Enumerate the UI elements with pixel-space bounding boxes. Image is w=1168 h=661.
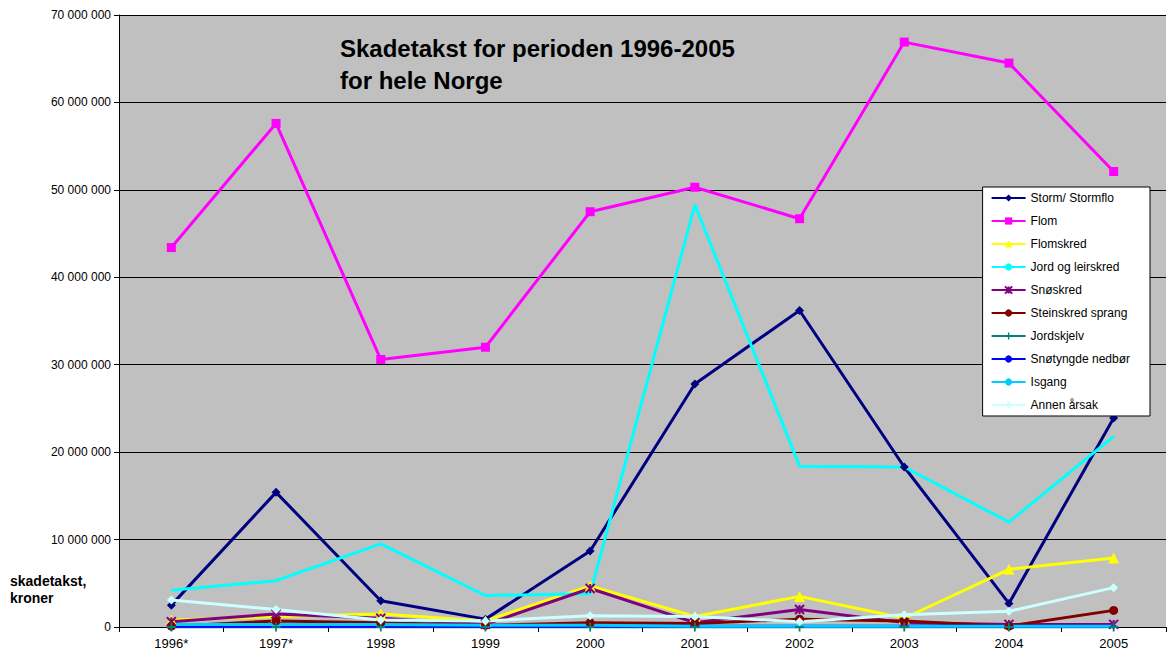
svg-text:50 000 000: 50 000 000 bbox=[51, 183, 111, 197]
svg-text:Flom: Flom bbox=[1031, 214, 1058, 228]
svg-text:1996*: 1996* bbox=[154, 636, 188, 651]
svg-text:10 000 000: 10 000 000 bbox=[51, 533, 111, 547]
svg-text:for hele Norge: for hele Norge bbox=[340, 67, 503, 94]
svg-text:70 000 000: 70 000 000 bbox=[51, 8, 111, 22]
svg-text:2001: 2001 bbox=[680, 636, 709, 651]
svg-text:Isgang: Isgang bbox=[1031, 375, 1067, 389]
svg-text:2000: 2000 bbox=[576, 636, 605, 651]
svg-text:Flomskred: Flomskred bbox=[1031, 237, 1087, 251]
svg-text:Snøskred: Snøskred bbox=[1031, 283, 1082, 297]
svg-text:kroner: kroner bbox=[10, 590, 54, 606]
svg-text:2005: 2005 bbox=[1099, 636, 1128, 651]
svg-text:Snøtyngde nedbør: Snøtyngde nedbør bbox=[1031, 352, 1130, 366]
svg-text:Steinskred sprang: Steinskred sprang bbox=[1031, 306, 1128, 320]
svg-text:2004: 2004 bbox=[994, 636, 1023, 651]
svg-text:20 000 000: 20 000 000 bbox=[51, 445, 111, 459]
svg-text:1997*: 1997* bbox=[259, 636, 293, 651]
svg-text:skadetakst,: skadetakst, bbox=[10, 573, 86, 589]
svg-text:Storm/ Stormflo: Storm/ Stormflo bbox=[1031, 191, 1115, 205]
svg-text:2003: 2003 bbox=[890, 636, 919, 651]
svg-text:Annen årsak: Annen årsak bbox=[1031, 398, 1099, 412]
svg-text:0: 0 bbox=[104, 620, 111, 634]
svg-text:Jord og leirskred: Jord og leirskred bbox=[1031, 260, 1120, 274]
svg-text:40 000 000: 40 000 000 bbox=[51, 270, 111, 284]
svg-text:60 000 000: 60 000 000 bbox=[51, 95, 111, 109]
svg-text:30 000 000: 30 000 000 bbox=[51, 358, 111, 372]
svg-text:Jordskjelv: Jordskjelv bbox=[1031, 329, 1084, 343]
svg-text:1999: 1999 bbox=[471, 636, 500, 651]
svg-text:2002: 2002 bbox=[785, 636, 814, 651]
svg-text:Skadetakst for perioden 1996-2: Skadetakst for perioden 1996-2005 bbox=[340, 35, 735, 62]
svg-text:1998: 1998 bbox=[366, 636, 395, 651]
